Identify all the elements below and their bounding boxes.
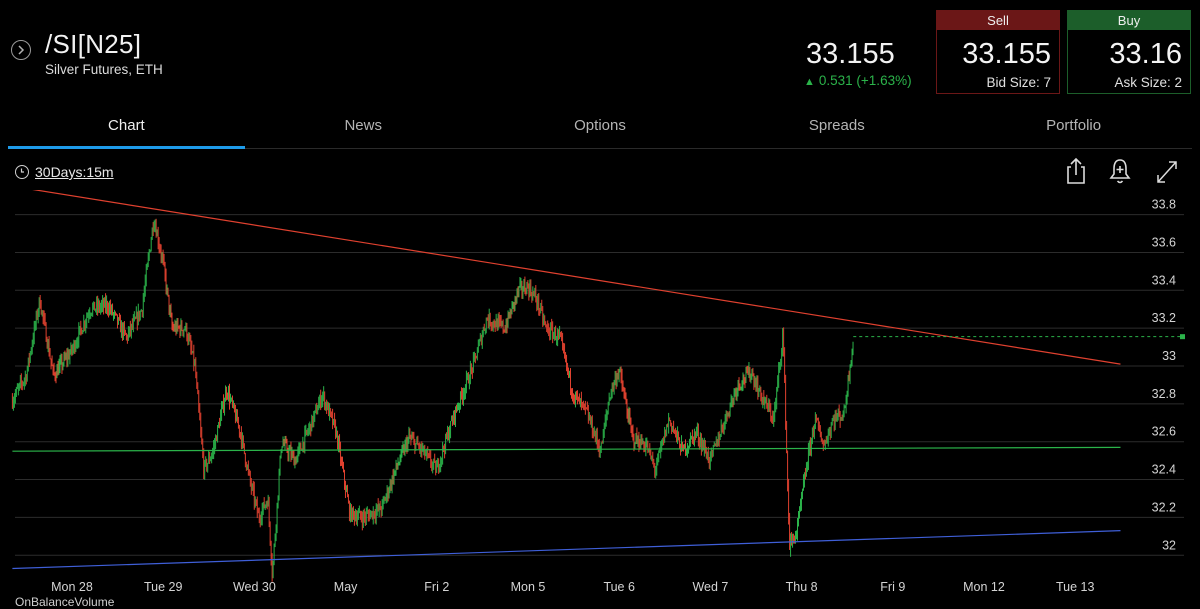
trendline <box>12 446 1121 452</box>
share-icon[interactable] <box>1064 157 1088 185</box>
tab-chart[interactable]: Chart <box>8 104 245 149</box>
chart-grid <box>15 214 1184 556</box>
bid-price: 33.155 <box>962 38 1051 70</box>
x-tick-label: Tue 13 <box>1056 580 1095 594</box>
alert-bell-icon[interactable] <box>1108 157 1132 185</box>
x-tick-label: Wed 7 <box>692 580 728 594</box>
buy-button[interactable]: Buy 33.16 Ask Size: 2 <box>1067 10 1191 94</box>
instrument-header: /SI[N25] Silver Futures, ETH 33.155 ▲ 0.5… <box>0 0 1200 104</box>
y-tick-label: 33.4 <box>1152 273 1176 287</box>
trendlines <box>12 190 1185 570</box>
time-range-label: 30Days:15m <box>35 164 114 180</box>
x-tick-label: Mon 12 <box>963 580 1005 594</box>
tab-news[interactable]: News <box>344 117 382 134</box>
y-tick-label: 32.8 <box>1152 387 1176 401</box>
x-tick-label: Fri 9 <box>880 580 905 594</box>
x-tick-label: Thu 8 <box>786 580 818 594</box>
x-tick-label: Fri 2 <box>424 580 449 594</box>
chevron-right-icon <box>18 45 25 55</box>
sell-label: Sell <box>937 11 1059 30</box>
price-change: ▲ 0.531 (+1.63%) <box>804 73 912 88</box>
y-tick-label: 33.6 <box>1152 235 1176 249</box>
trendline <box>12 530 1121 570</box>
tab-spreads[interactable]: Spreads <box>808 117 865 134</box>
indicator-label: OnBalanceVolume <box>15 595 115 609</box>
tab-options[interactable]: Options <box>574 117 626 134</box>
y-tick-label: 33 <box>1162 349 1176 363</box>
instrument-description: Silver Futures, ETH <box>45 62 163 77</box>
last-price-marker <box>1180 334 1185 340</box>
y-tick-label: 32.4 <box>1152 463 1176 477</box>
last-price: 33.155 <box>806 38 895 70</box>
buy-label: Buy <box>1068 11 1190 30</box>
back-icon[interactable] <box>11 40 31 60</box>
up-arrow-icon: ▲ <box>804 76 815 88</box>
x-tick-label: Mon 28 <box>51 580 93 594</box>
chart-toolbar: 30Days:15m <box>0 152 1200 190</box>
y-axis: 32 32.2 32.4 32.6 32.8 33 33.2 33.4 33.6 33.8 <box>1152 198 1176 553</box>
expand-icon[interactable] <box>1155 157 1179 185</box>
ask-size: Ask Size: 2 <box>1114 75 1182 90</box>
tab-bar: Chart News Options Spreads Portfolio <box>8 104 1192 149</box>
instrument-symbol: /SI[N25] <box>45 29 142 59</box>
sell-button[interactable]: Sell 33.155 Bid Size: 7 <box>936 10 1060 94</box>
x-tick-label: Tue 6 <box>603 580 635 594</box>
x-tick-label: Mon 5 <box>511 580 546 594</box>
x-tick-label: Tue 29 <box>144 580 183 594</box>
y-tick-label: 33.8 <box>1152 198 1176 212</box>
y-tick-label: 33.2 <box>1152 311 1176 325</box>
x-axis: Mon 28 Tue 29 Wed 30 May Fri 2 Mon 5 Tue 6 Wed … <box>51 580 1094 594</box>
clock-icon <box>15 165 29 179</box>
y-tick-label: 32 <box>1162 538 1176 552</box>
x-tick-label: May <box>334 580 358 594</box>
x-tick-label: Wed 30 <box>233 580 276 594</box>
ask-price: 33.16 <box>1109 38 1182 70</box>
trendline <box>32 190 1121 365</box>
y-tick-label: 32.6 <box>1152 425 1176 439</box>
price-chart[interactable]: 32 32.2 32.4 32.6 32.8 33 33.2 33.4 33.6 33.8 Mon… <box>0 190 1200 595</box>
time-range-selector[interactable]: 30Days:15m <box>15 164 114 180</box>
price-change-value: 0.531 (+1.63%) <box>818 73 912 88</box>
candles <box>11 218 854 582</box>
y-tick-label: 32.2 <box>1152 500 1176 514</box>
bid-size: Bid Size: 7 <box>986 75 1051 90</box>
tab-portfolio[interactable]: Portfolio <box>1046 117 1102 134</box>
